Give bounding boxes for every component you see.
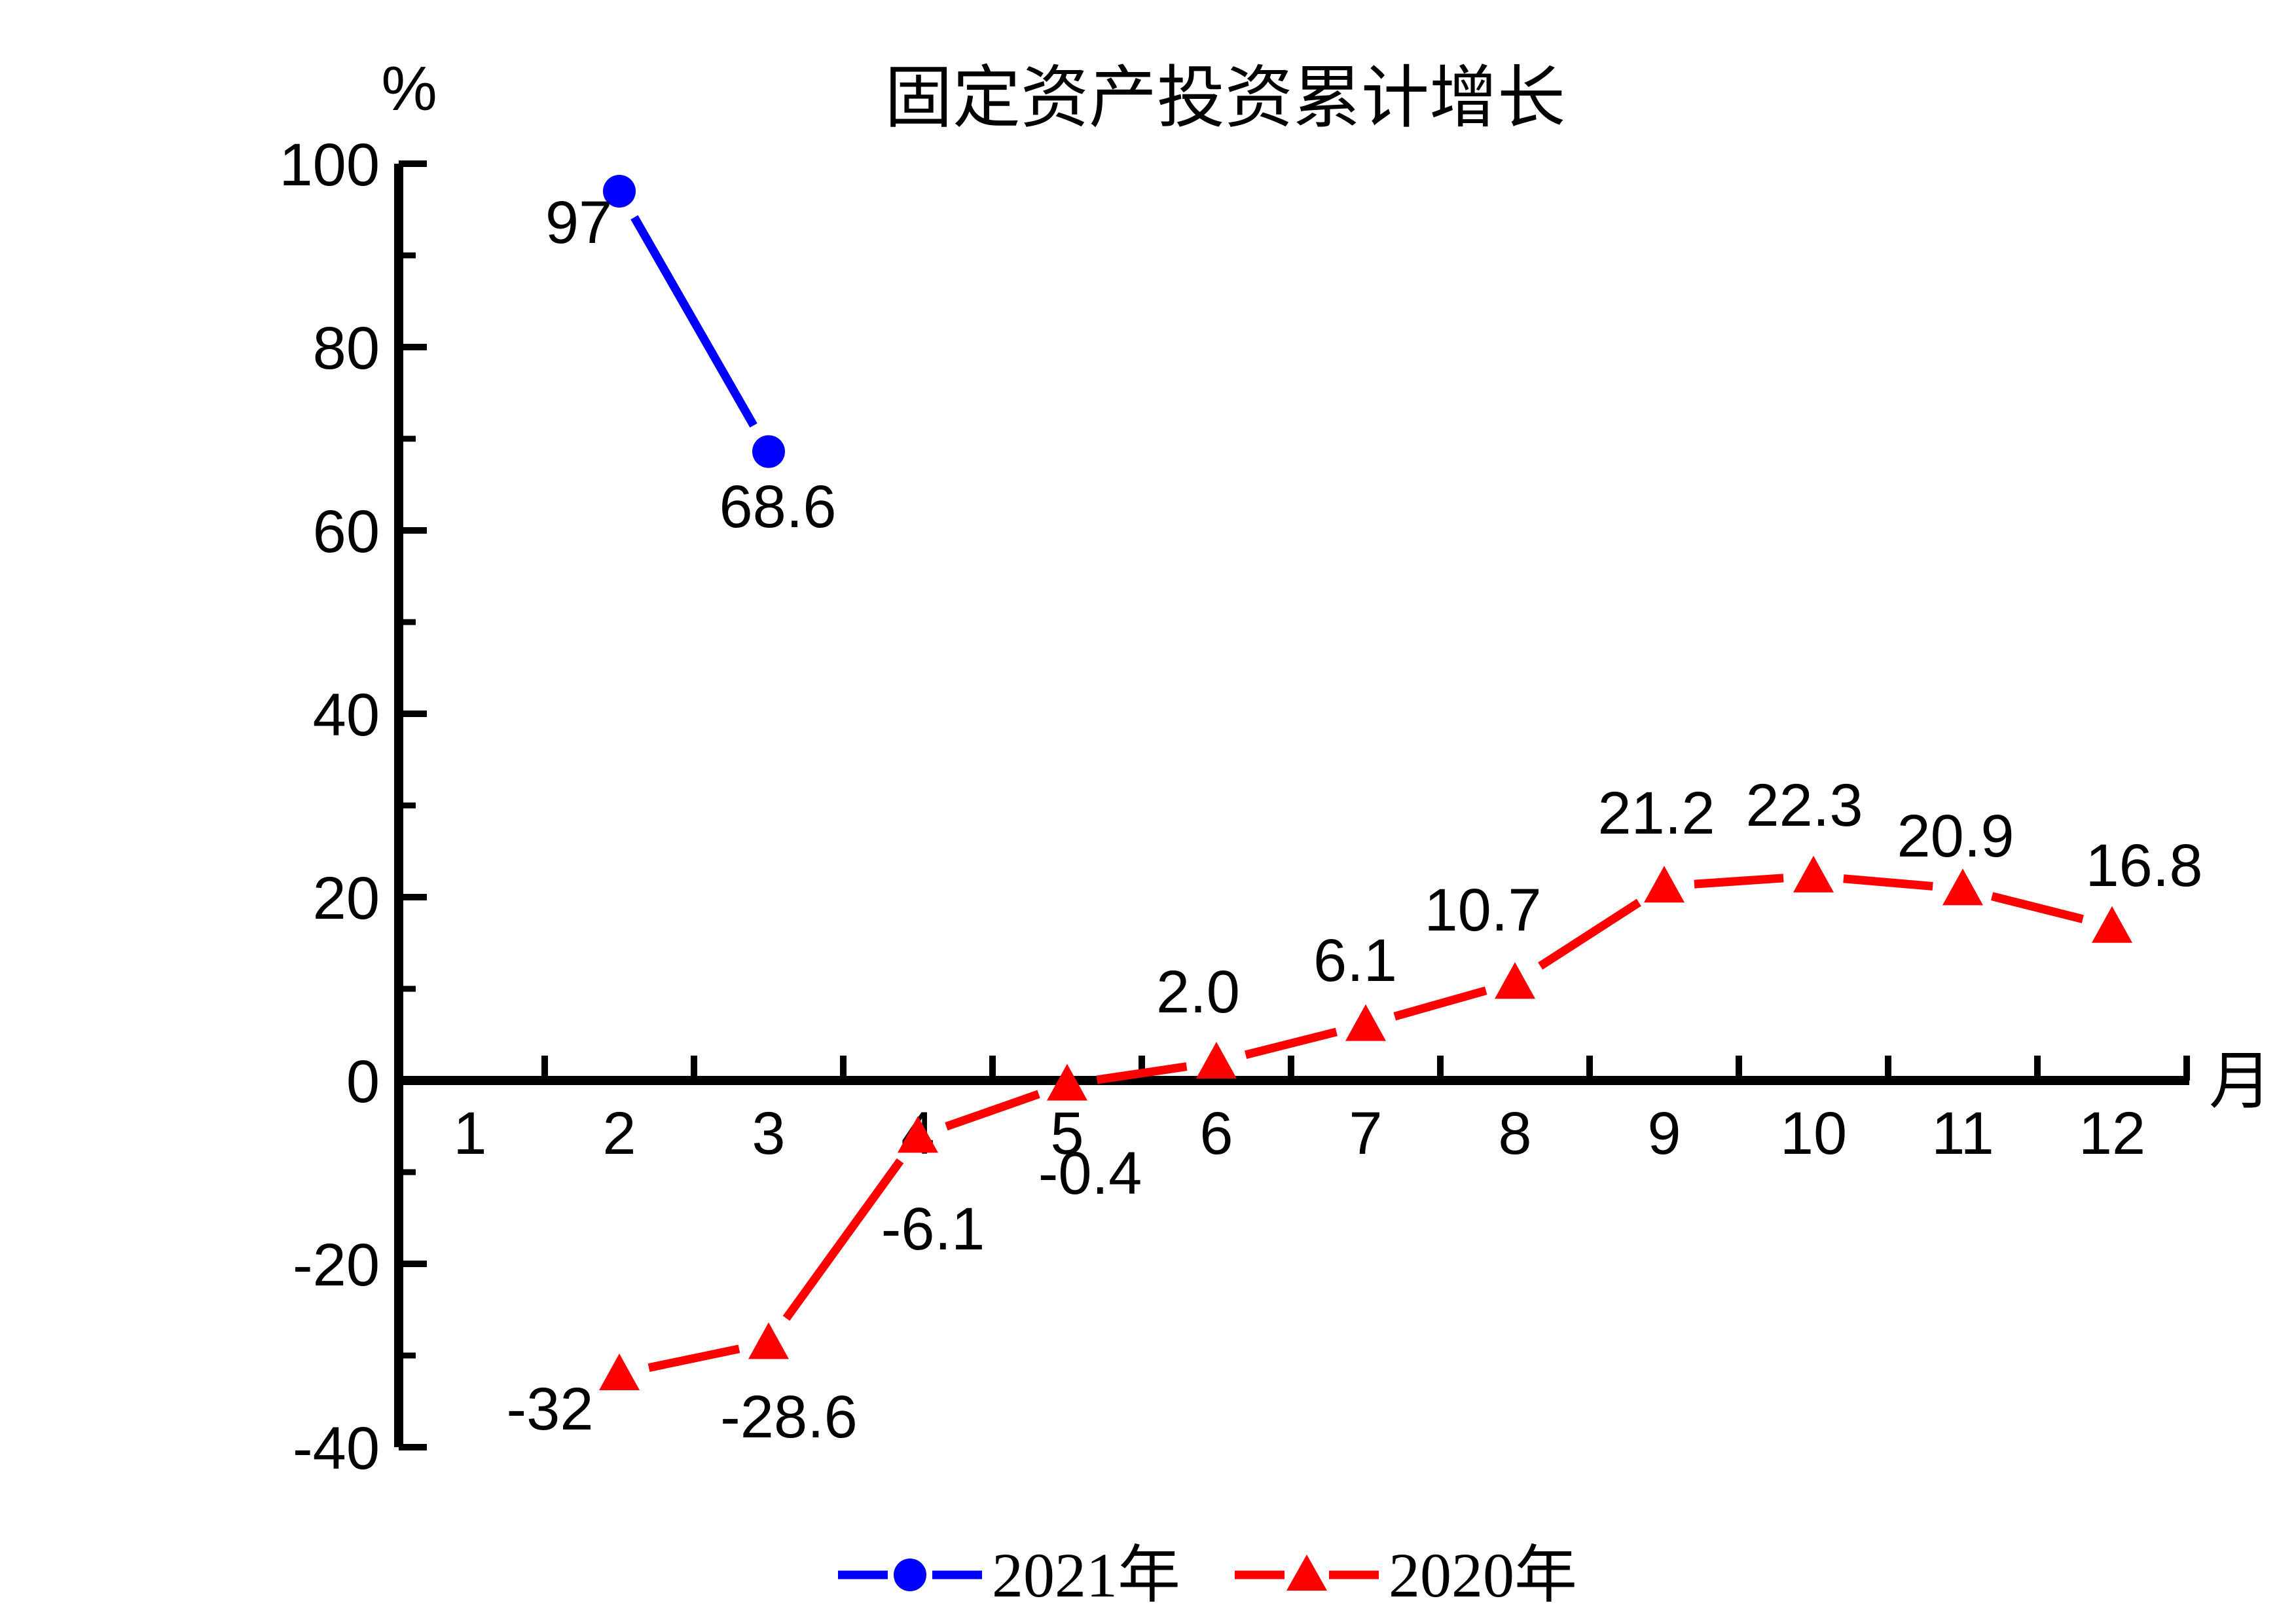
y-tick-label--20: -20: [293, 1232, 380, 1299]
data-label-2020年-21.2: 21.2: [1597, 780, 1715, 847]
series-2020年-segment-4: [1096, 1062, 1188, 1084]
plot-area: 100806040200-20-401234567891011129768.6-…: [280, 132, 2203, 1482]
series-2020年-triangle-marker-8: [1495, 962, 1535, 999]
y-tick-label-0: 0: [346, 1048, 380, 1115]
data-label-2020年--32: -32: [507, 1376, 594, 1443]
legend-item-2020: 2020年: [1235, 1540, 1577, 1610]
y-tick-label-80: 80: [313, 315, 380, 382]
data-label-2020年-16.8: 16.8: [2085, 832, 2202, 899]
series-2020年-segment-5: [1245, 1027, 1338, 1060]
series-2020年-segment-2: [782, 1158, 904, 1321]
y-axis-unit-label: %: [381, 54, 437, 124]
chart-title: 固定资产投资累计增长: [884, 61, 1565, 136]
data-label-2020年-22.3: 22.3: [1745, 772, 1863, 839]
data-label-2020年-20.9: 20.9: [1897, 803, 2014, 870]
data-label-2021年-68.6: 68.6: [719, 473, 836, 540]
x-tick-label-7: 7: [1349, 1100, 1382, 1167]
series-2020年-triangle-marker-7: [1345, 1004, 1386, 1041]
y-tick-label-60: 60: [313, 498, 380, 565]
series-2020年-segment-8: [1694, 874, 1784, 889]
x-tick-label-3: 3: [752, 1100, 785, 1167]
x-tick-label-8: 8: [1498, 1100, 1531, 1167]
series-2020年-segment-3: [945, 1090, 1040, 1131]
series-2020年-segment-9: [1843, 874, 1933, 891]
x-tick-label-6: 6: [1199, 1100, 1233, 1167]
x-tick-label-5: 5: [1050, 1100, 1084, 1167]
y-tick-label-100: 100: [280, 132, 380, 198]
series-2020年-triangle-marker-6: [1196, 1042, 1237, 1079]
legend-label-2021: 2021年: [992, 1540, 1180, 1610]
data-label-2020年-2.0: 2.0: [1156, 959, 1240, 1025]
data-label-2021年-97: 97: [545, 189, 612, 256]
data-label-2020年-10.7: 10.7: [1424, 877, 1541, 944]
series-2021年-segment-1: [630, 215, 757, 428]
series-2021年-circle-marker-2: [603, 175, 636, 208]
series-2020年-segment-1: [647, 1344, 740, 1372]
legend-item-2021: 2021年: [838, 1540, 1180, 1610]
series-2020年-triangle-marker-4: [898, 1116, 938, 1153]
y-tick-label--40: -40: [293, 1415, 380, 1482]
series-2020年-triangle-marker-3: [748, 1322, 789, 1359]
series-2020年-triangle-marker-9: [1644, 866, 1685, 903]
legend-circle-marker-icon: [894, 1559, 926, 1591]
data-label-2020年-6.1: 6.1: [1313, 927, 1397, 994]
legend-triangle-marker-icon: [1286, 1555, 1327, 1591]
data-label-2020年--0.4: -0.4: [1038, 1140, 1142, 1207]
x-tick-label-12: 12: [2079, 1100, 2145, 1167]
series-2020年-segment-10: [1991, 892, 2084, 923]
series-2020年-segment-6: [1393, 986, 1487, 1021]
series-2020年-triangle-marker-12: [2092, 906, 2132, 943]
legend-label-2020: 2020年: [1389, 1540, 1577, 1610]
series-2020年-triangle-marker-5: [1047, 1063, 1087, 1101]
data-label-2020年--28.6: -28.6: [720, 1384, 858, 1450]
x-tick-label-10: 10: [1780, 1100, 1847, 1167]
data-label-2020年--6.1: -6.1: [881, 1196, 985, 1263]
x-axis-unit-label: 月: [2209, 1046, 2272, 1116]
series-2021年-circle-marker-3: [752, 435, 785, 468]
y-tick-label-40: 40: [313, 682, 380, 748]
legend: 2021年 2020年: [838, 1540, 1577, 1610]
x-tick-label-11: 11: [1931, 1100, 1994, 1167]
series-2020年-triangle-marker-2: [599, 1354, 640, 1390]
series-2020年-segment-7: [1538, 898, 1641, 970]
x-tick-label-2: 2: [602, 1100, 636, 1167]
x-tick-label-9: 9: [1647, 1100, 1681, 1167]
x-tick-label-1: 1: [453, 1100, 486, 1167]
y-tick-label-20: 20: [313, 865, 380, 932]
series-2020年-triangle-marker-10: [1793, 855, 1834, 893]
series-2020年-triangle-marker-11: [1942, 868, 1983, 906]
